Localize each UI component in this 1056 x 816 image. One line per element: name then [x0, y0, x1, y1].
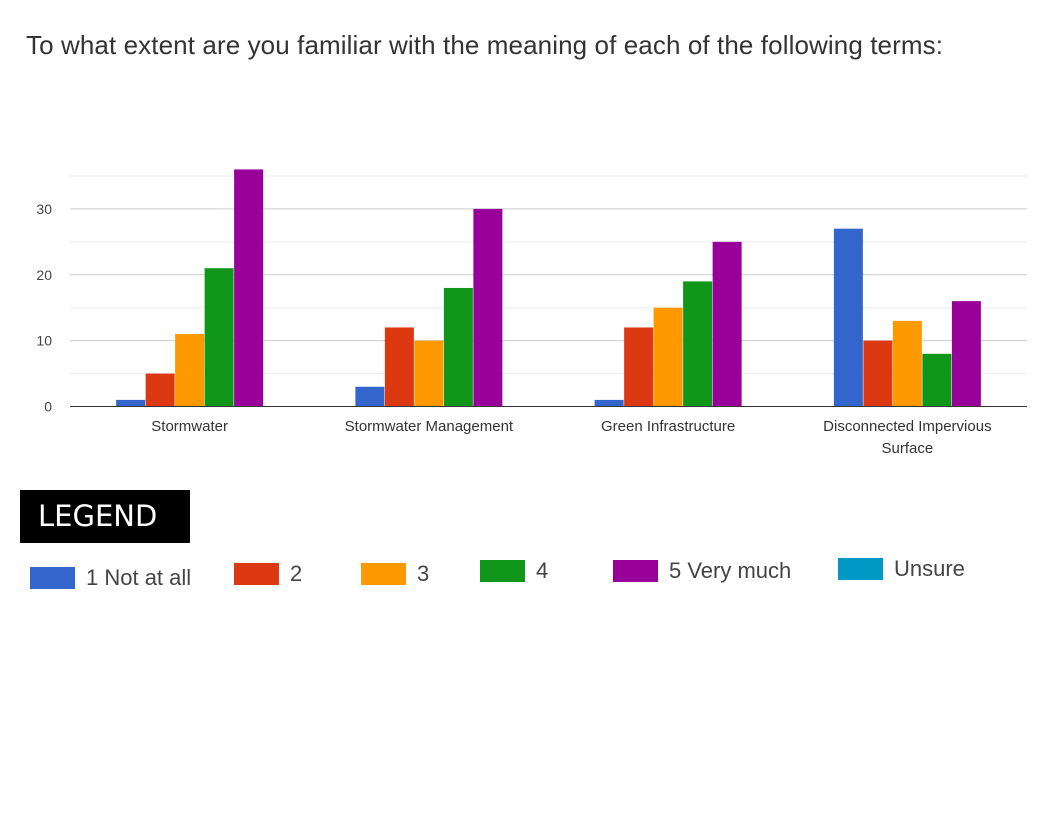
- bar: [922, 353, 952, 407]
- bar: [653, 307, 683, 407]
- bar: [116, 399, 146, 407]
- x-tick-label: Green Infrastructure: [601, 418, 735, 435]
- y-tick-label: 0: [44, 399, 52, 415]
- x-tick-label: Disconnected Impervious Surface: [823, 418, 991, 457]
- bar: [892, 320, 922, 407]
- question-title: To what extent are you familiar with the…: [26, 30, 944, 60]
- bar: [951, 301, 981, 407]
- legend-swatch: [613, 560, 658, 582]
- bar: [833, 228, 863, 407]
- legend-label: 3: [417, 561, 430, 586]
- legend-swatch: [234, 563, 279, 585]
- legend-label: Unsure: [894, 556, 965, 581]
- legend-title: LEGEND: [20, 490, 190, 543]
- legend-item-2: 2: [234, 561, 302, 587]
- legend-label: 2: [290, 561, 303, 586]
- bars: [116, 169, 981, 407]
- bar: [712, 241, 742, 407]
- legend-item-1: 1 Not at all: [30, 565, 191, 591]
- x-tick-label: Stormwater Management: [345, 418, 514, 435]
- bar: [414, 340, 444, 407]
- y-axis-ticks: 0 10 20 30: [36, 201, 52, 415]
- bar: [443, 287, 473, 407]
- y-tick-label: 30: [36, 201, 52, 217]
- bar: [473, 208, 503, 407]
- legend-label: 5 Very much: [669, 558, 792, 583]
- x-tick-label: Stormwater: [151, 418, 228, 435]
- legend-item-4: 4: [480, 558, 548, 584]
- bar: [863, 340, 893, 407]
- bar: [145, 373, 175, 407]
- x-axis-labels: Stormwater Stormwater Management Green Inf…: [151, 418, 991, 457]
- legend-item-5: 5 Very much: [613, 558, 791, 584]
- legend-label: 1 Not at all: [86, 565, 192, 590]
- legend-swatch: [361, 563, 406, 585]
- bar-chart: 0 10 20 30 Stormwater Stormwater Management G…: [36, 169, 1027, 457]
- legend-label: 4: [536, 558, 549, 583]
- y-tick-label: 10: [36, 333, 52, 349]
- y-tick-label: 20: [36, 267, 52, 283]
- bar: [204, 268, 234, 407]
- legend-item-3: 3: [361, 561, 429, 587]
- bar: [384, 327, 414, 407]
- bar: [175, 334, 205, 407]
- legend-item-unsure: Unsure: [838, 556, 965, 582]
- bar: [683, 281, 713, 407]
- bar: [624, 327, 654, 407]
- bar: [594, 399, 624, 407]
- bar: [355, 386, 385, 407]
- legend-swatch: [480, 560, 525, 582]
- legend-swatch: [30, 567, 75, 589]
- bar: [234, 169, 264, 407]
- legend-swatch: [838, 558, 883, 580]
